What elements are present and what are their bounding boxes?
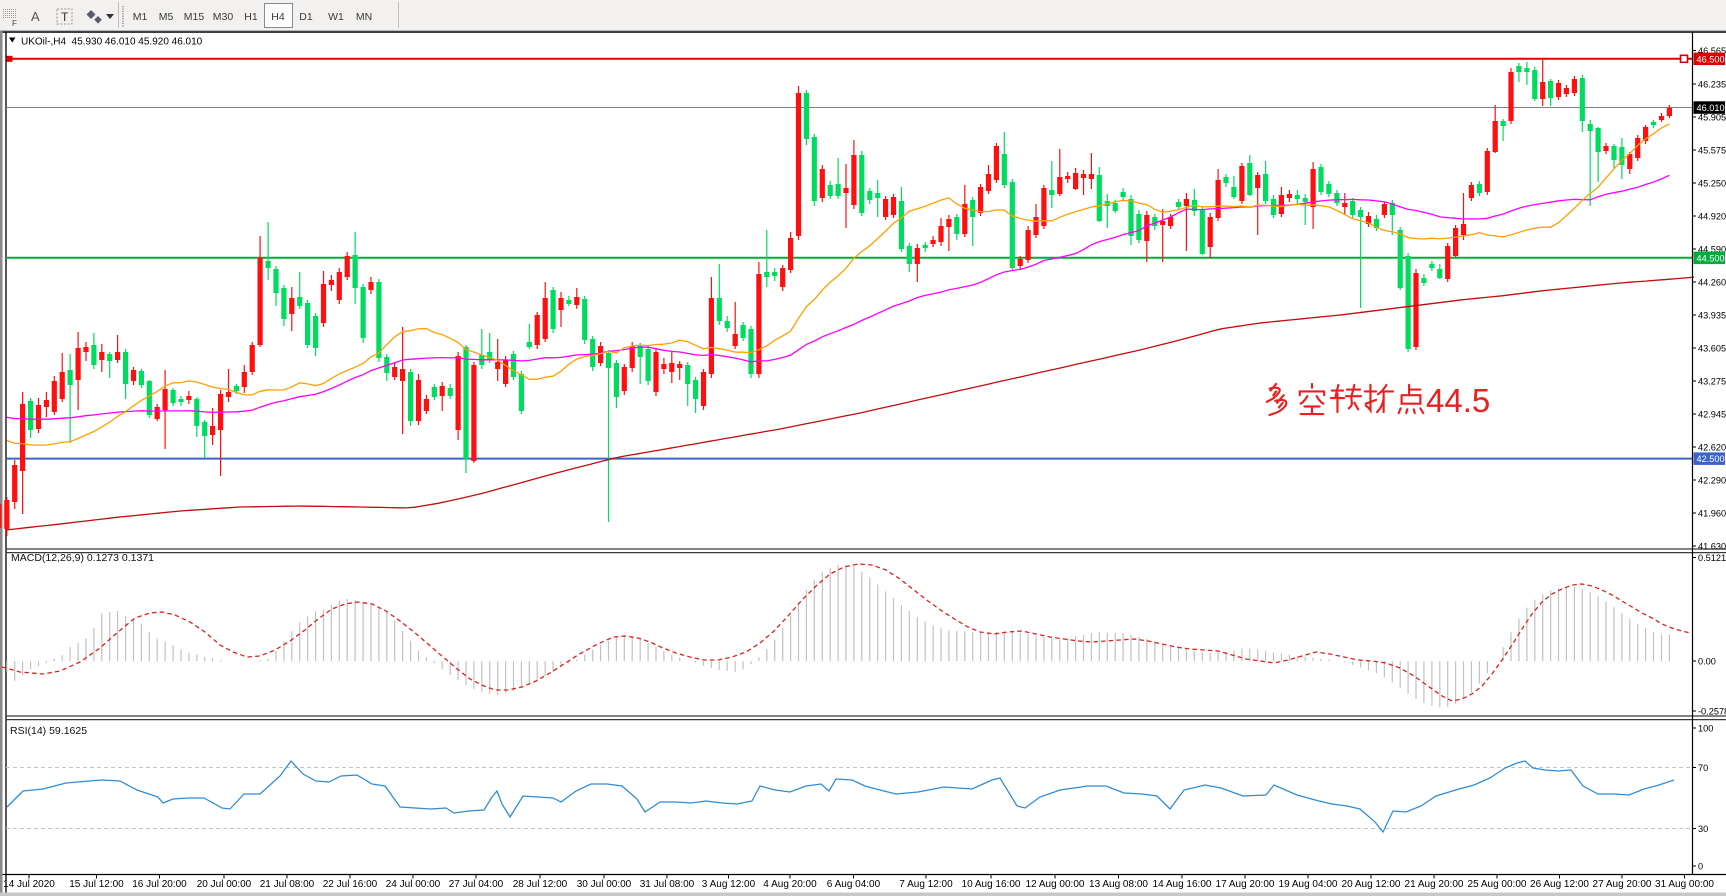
svg-text:M30: M30 xyxy=(213,11,234,23)
svg-text:17 Aug 20:00: 17 Aug 20:00 xyxy=(1216,879,1275,890)
svg-text:70: 70 xyxy=(1698,763,1708,773)
svg-text:44.500: 44.500 xyxy=(1697,253,1725,263)
svg-text:43.605: 43.605 xyxy=(1698,344,1726,354)
svg-text:0: 0 xyxy=(1698,862,1703,872)
svg-text:0.00: 0.00 xyxy=(1698,657,1716,667)
svg-text:F: F xyxy=(12,19,17,28)
svg-text:22 Jul 16:00: 22 Jul 16:00 xyxy=(323,879,378,890)
svg-text:44.920: 44.920 xyxy=(1698,212,1726,222)
svg-text:42.620: 42.620 xyxy=(1698,443,1726,453)
svg-text:0.5121: 0.5121 xyxy=(1698,553,1726,563)
svg-text:14 Jul 2020: 14 Jul 2020 xyxy=(3,879,55,890)
svg-text:W1: W1 xyxy=(328,11,344,23)
svg-text:MN: MN xyxy=(356,11,372,23)
svg-text:45.575: 45.575 xyxy=(1698,146,1726,156)
svg-text:MACD(12,26,9) 0.1273 0.1371: MACD(12,26,9) 0.1273 0.1371 xyxy=(11,552,154,564)
svg-text:20 Jul 00:00: 20 Jul 00:00 xyxy=(197,879,252,890)
svg-text:21 Jul 08:00: 21 Jul 08:00 xyxy=(260,879,315,890)
svg-text:12 Aug 00:00: 12 Aug 00:00 xyxy=(1026,879,1085,890)
svg-text:30: 30 xyxy=(1698,824,1708,834)
svg-text:43.935: 43.935 xyxy=(1698,311,1726,321)
svg-text:42.945: 42.945 xyxy=(1698,410,1726,420)
svg-text:31 Aug 00:00: 31 Aug 00:00 xyxy=(1655,879,1714,890)
svg-text:28 Jul 12:00: 28 Jul 12:00 xyxy=(513,879,568,890)
svg-text:30 Jul 00:00: 30 Jul 00:00 xyxy=(577,879,632,890)
svg-text:-0.2578: -0.2578 xyxy=(1698,707,1726,717)
svg-text:4 Aug 20:00: 4 Aug 20:00 xyxy=(763,879,817,890)
svg-text:20 Aug 12:00: 20 Aug 12:00 xyxy=(1342,879,1401,890)
svg-text:14 Aug 16:00: 14 Aug 16:00 xyxy=(1153,879,1212,890)
svg-text:24 Jul 00:00: 24 Jul 00:00 xyxy=(386,879,441,890)
svg-text:H1: H1 xyxy=(244,11,258,23)
svg-text:3 Aug 12:00: 3 Aug 12:00 xyxy=(702,879,756,890)
svg-text:26 Aug 12:00: 26 Aug 12:00 xyxy=(1530,879,1589,890)
svg-text:D1: D1 xyxy=(299,11,313,23)
svg-text:H4: H4 xyxy=(271,11,285,23)
svg-text:46.235: 46.235 xyxy=(1698,80,1726,90)
svg-text:42.290: 42.290 xyxy=(1698,476,1726,486)
svg-text:46.500: 46.500 xyxy=(1697,54,1725,64)
svg-text:UKOil-,H4 45.930 46.010 45.92: UKOil-,H4 45.930 46.010 45.920 46.010 xyxy=(21,37,203,48)
svg-text:45.905: 45.905 xyxy=(1698,113,1726,123)
svg-text:45.250: 45.250 xyxy=(1698,179,1726,189)
svg-text:M1: M1 xyxy=(133,11,148,23)
svg-text:27 Aug 20:00: 27 Aug 20:00 xyxy=(1593,879,1652,890)
svg-text:RSI(14) 59.1625: RSI(14) 59.1625 xyxy=(10,725,87,737)
svg-text:43.275: 43.275 xyxy=(1698,377,1726,387)
svg-text:21 Aug 20:00: 21 Aug 20:00 xyxy=(1405,879,1464,890)
svg-text:46.010: 46.010 xyxy=(1697,103,1725,113)
svg-text:46.565: 46.565 xyxy=(1698,46,1726,56)
svg-text:15 Jul 12:00: 15 Jul 12:00 xyxy=(69,879,124,890)
svg-text:42.500: 42.500 xyxy=(1697,454,1725,464)
svg-text:19 Aug 04:00: 19 Aug 04:00 xyxy=(1279,879,1338,890)
svg-text:7 Aug 12:00: 7 Aug 12:00 xyxy=(899,879,953,890)
svg-text:13 Aug 08:00: 13 Aug 08:00 xyxy=(1089,879,1148,890)
svg-text:44.590: 44.590 xyxy=(1698,245,1726,255)
svg-text:10 Aug 16:00: 10 Aug 16:00 xyxy=(962,879,1021,890)
svg-text:6 Aug 04:00: 6 Aug 04:00 xyxy=(827,879,881,890)
svg-text:41.960: 41.960 xyxy=(1698,509,1726,519)
svg-text:16 Jul 20:00: 16 Jul 20:00 xyxy=(132,879,187,890)
svg-text:25 Aug 00:00: 25 Aug 00:00 xyxy=(1468,879,1527,890)
svg-text:27 Jul 04:00: 27 Jul 04:00 xyxy=(449,879,504,890)
svg-text:41.630: 41.630 xyxy=(1698,542,1726,552)
svg-text:31 Jul 08:00: 31 Jul 08:00 xyxy=(640,879,695,890)
svg-text:A: A xyxy=(31,9,40,24)
svg-text:44.5: 44.5 xyxy=(1426,382,1490,419)
svg-text:M5: M5 xyxy=(159,11,174,23)
svg-text:100: 100 xyxy=(1698,724,1713,734)
svg-text:44.260: 44.260 xyxy=(1698,278,1726,288)
svg-text:T: T xyxy=(61,10,69,24)
svg-text:M15: M15 xyxy=(184,11,205,23)
